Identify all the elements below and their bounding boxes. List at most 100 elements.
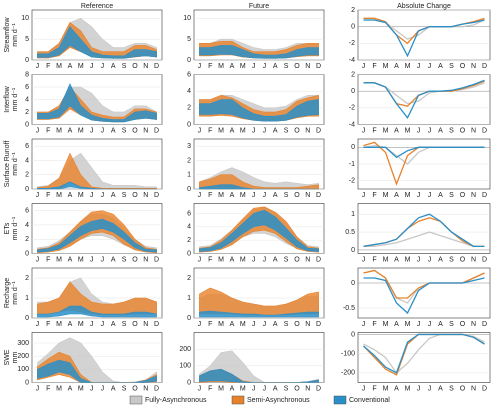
y-tick-label: 2 [25,236,29,243]
x-tick-label: J [90,256,94,263]
x-tick-label: O [132,192,138,199]
band [199,209,319,252]
x-tick-label: D [154,192,159,199]
x-tick-label: J [198,321,202,328]
x-tick-label: S [284,321,289,328]
y-tick-label: 0 [25,315,29,322]
x-tick-label: J [36,321,40,328]
x-tick-label: S [284,192,289,199]
x-tick-label: M [56,256,62,263]
row-label: Streamflow [4,17,11,53]
x-tick-label: A [394,256,399,263]
line [363,213,485,248]
x-tick-label: N [305,63,310,70]
y-tick-label: 200 [179,346,191,353]
x-tick-label: N [471,256,476,263]
x-tick-label: M [405,63,411,70]
x-tick-label: J [90,127,94,134]
x-tick-label: M [405,127,411,134]
band [37,26,157,59]
y-tick-label: 2 [351,7,355,14]
line [363,19,485,58]
row-label: Surface Runoff [4,141,11,188]
x-tick-label: O [132,63,138,70]
x-tick-label: J [198,192,202,199]
x-tick-label: A [273,321,278,328]
x-tick-label: A [394,321,399,328]
x-tick-label: A [68,127,73,134]
x-tick-label: D [316,321,321,328]
x-tick-label: J [198,385,202,392]
row-unit: mm d⁻¹ [12,216,19,240]
y-tick-label: 0 [351,280,355,287]
x-tick-label: M [56,63,62,70]
x-tick-label: M [78,63,84,70]
x-tick-label: N [305,321,310,328]
x-tick-label: D [316,127,321,134]
x-tick-label: A [230,256,235,263]
x-tick-label: O [460,127,466,134]
x-tick-label: M [78,192,84,199]
y-tick-label: 0 [25,379,29,386]
x-tick-label: M [240,256,246,263]
x-tick-label: J [417,256,421,263]
x-tick-label: M [78,321,84,328]
x-tick-label: F [46,127,50,134]
y-tick-label: -200 [341,370,355,377]
x-tick-label: J [417,385,421,392]
x-tick-label: A [273,127,278,134]
y-tick-label: 300 [17,340,29,347]
x-tick-label: D [154,321,159,328]
x-tick-label: M [240,127,246,134]
row-unit: mm d⁻¹ [12,281,19,305]
x-tick-label: A [68,63,73,70]
x-tick-label: A [111,321,116,328]
row-unit: mm [12,352,19,364]
y-tick-label: 0 [187,186,191,193]
x-tick-label: M [56,127,62,134]
plot-area [357,9,491,61]
x-tick-label: J [428,63,432,70]
x-tick-label: A [230,192,235,199]
x-tick-label: J [417,321,421,328]
band [199,184,319,190]
y-tick-label: 4 [187,224,191,231]
x-tick-label: J [362,321,366,328]
x-tick-label: J [417,192,421,199]
x-tick-label: S [449,63,454,70]
x-tick-label: J [417,127,421,134]
x-tick-label: J [417,63,421,70]
line [363,146,485,159]
x-tick-label: J [428,385,432,392]
x-tick-label: N [471,321,476,328]
x-tick-label: M [78,127,84,134]
x-tick-label: A [230,127,235,134]
x-tick-label: F [46,192,50,199]
x-tick-label: D [154,127,159,134]
x-tick-label: M [405,321,411,328]
x-tick-label: J [362,127,366,134]
x-tick-label: O [294,63,300,70]
y-tick-label: 0 [351,24,355,31]
y-tick-label: 0 [25,57,29,64]
y-tick-label: 0.5 [345,229,355,236]
x-tick-label: J [36,127,40,134]
x-tick-label: M [383,256,389,263]
x-tick-label: A [438,127,443,134]
y-tick-label: 10 [183,15,191,22]
x-tick-label: N [143,385,148,392]
x-tick-label: A [230,321,235,328]
y-tick-label: 4 [25,157,29,164]
x-tick-label: M [56,385,62,392]
y-tick-label: -2 [349,105,355,112]
x-tick-label: A [230,385,235,392]
column-title: Future [249,3,269,10]
x-tick-label: A [273,63,278,70]
x-tick-label: O [460,321,466,328]
x-tick-label: S [122,256,127,263]
x-tick-label: N [305,127,310,134]
row-unit: mm d⁻¹ [12,152,19,176]
legend-swatch [231,395,245,405]
column-title: Reference [81,3,113,10]
x-tick-label: J [428,192,432,199]
